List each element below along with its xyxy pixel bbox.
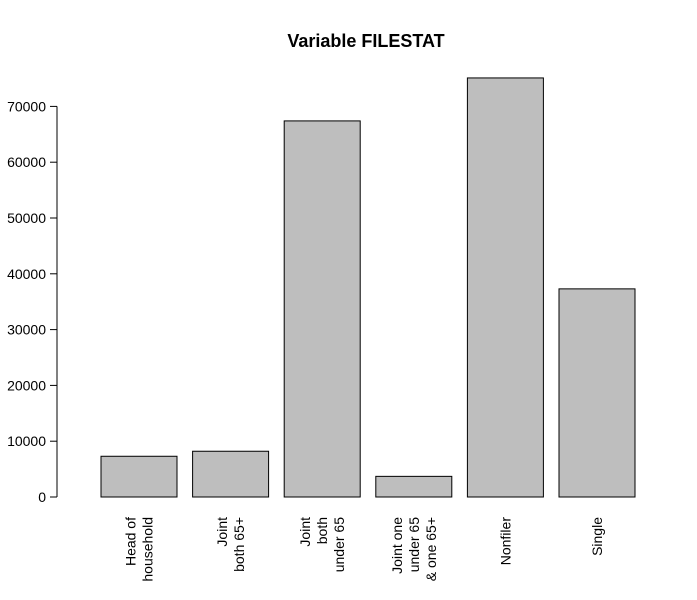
x-category-label-line: Joint [214,517,230,547]
y-axis: 0 10000 20000 30000 40000 50000 60000 70000 [7,98,58,505]
bar [558,288,636,498]
x-category-label-line: Single [589,517,605,556]
x-category-label-line: & one 65+ [423,517,439,581]
x-category-label-line: Joint one [389,517,405,574]
y-tick-label: 10000 [7,433,46,449]
y-tick-label: 60000 [7,154,46,170]
x-category-label: Joint both 65+ [214,517,247,572]
x-category-label-line: both 65+ [231,517,247,572]
x-category-label-line: Nonfiler [497,517,513,566]
y-tick-label: 70000 [7,98,46,114]
chart-title: Variable FILESTAT [287,31,444,51]
bar [192,450,270,498]
y-tick-label: 40000 [7,266,46,282]
x-category-label-line: Joint [297,517,313,547]
x-category-label-line: both [314,517,330,544]
y-tick-label: 0 [38,489,46,505]
bar [466,77,544,498]
y-tick-label: 50000 [7,210,46,226]
y-tick-label: 30000 [7,322,46,338]
x-category-label: Joint both under 65 [297,517,347,572]
x-category-label-line: under 65 [406,517,422,572]
x-category-label: Nonfiler [497,517,513,566]
x-category-label: Head of household [123,517,156,582]
bars [100,77,636,498]
y-tick-label: 20000 [7,377,46,393]
bar [283,120,361,498]
bar [100,455,178,498]
x-axis-labels: Head of household Joint both 65+ Joint both un… [123,517,606,582]
x-category-label: Joint one under 65 & one 65+ [389,517,439,581]
bar [375,475,453,498]
x-category-label-line: Head of [123,517,139,566]
x-category-label-line: household [140,517,156,582]
x-category-label-line: under 65 [331,517,347,572]
x-category-label: Single [589,517,605,556]
